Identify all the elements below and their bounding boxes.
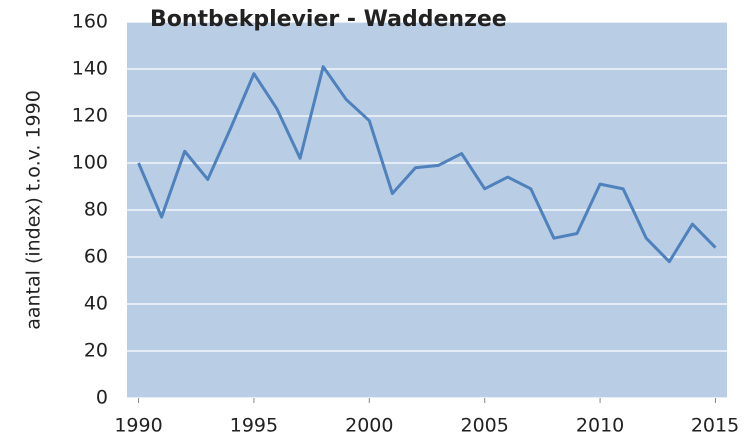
- chart-title: Bontbekplevier - Waddenzee: [150, 7, 507, 32]
- x-tick-label: 2015: [691, 415, 739, 437]
- y-tick-label: 20: [84, 340, 108, 362]
- y-tick-label: 120: [72, 105, 108, 127]
- y-tick-label: 100: [72, 152, 108, 174]
- x-tick-label: 2005: [461, 415, 509, 437]
- x-tick-label: 2000: [345, 415, 393, 437]
- x-tick-label: 1995: [230, 415, 278, 437]
- x-tick-label: 1990: [114, 415, 162, 437]
- y-axis-label: aantal (index) t.o.v. 1990: [23, 90, 45, 330]
- x-tick-label: 2010: [576, 415, 624, 437]
- y-tick-label: 80: [84, 199, 108, 221]
- y-tick-label: 60: [84, 246, 108, 268]
- data-line: [137, 65, 717, 264]
- y-tick-label: 40: [84, 293, 108, 315]
- y-tick-label: 160: [72, 11, 108, 33]
- y-tick-label: 0: [96, 387, 108, 409]
- y-tick-label: 140: [72, 58, 108, 80]
